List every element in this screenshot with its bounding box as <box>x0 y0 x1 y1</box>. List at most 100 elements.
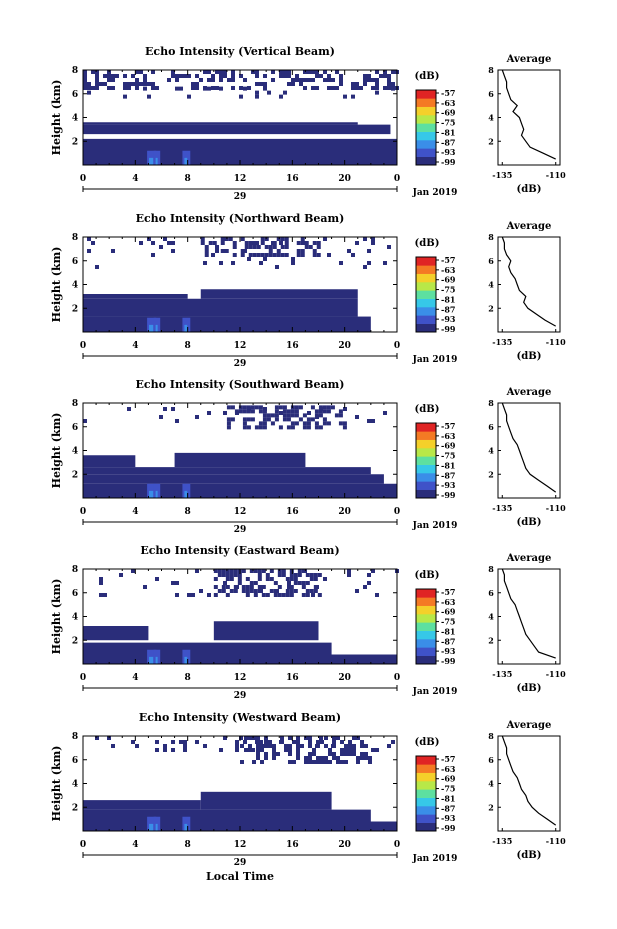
echo-speckle <box>300 253 305 257</box>
echo-speckle <box>282 409 287 414</box>
echo-speckle <box>312 748 316 752</box>
echo-speckle <box>175 74 179 78</box>
echo-speckle <box>284 241 289 245</box>
echo-speckle <box>286 425 291 430</box>
echo-speckle <box>279 94 283 99</box>
echo-speckle <box>274 405 279 410</box>
x-tick-label: 0 <box>394 341 400 351</box>
echo-speckle <box>293 573 298 577</box>
echo-speckle <box>171 74 175 78</box>
colorbar-swatch <box>416 106 436 116</box>
colorbar-tick-label: -99 <box>441 157 456 167</box>
colorbar-tick-label: -75 <box>441 451 455 461</box>
echo-speckle <box>223 70 227 74</box>
echo-speckle <box>171 740 175 744</box>
echo-band <box>200 289 358 299</box>
echo-speckle <box>387 744 391 748</box>
echo-speckle <box>276 253 281 257</box>
echo-speckle <box>348 748 352 752</box>
echo-speckle <box>163 407 167 411</box>
echo-speckle <box>95 70 99 74</box>
echo-speckle <box>342 425 347 430</box>
echo-speckle <box>257 569 262 573</box>
echo-speckle <box>127 86 131 90</box>
echo-speckle <box>391 86 395 91</box>
echo-speckle <box>258 421 263 426</box>
echo-speckle <box>287 82 291 86</box>
echo-speckle <box>91 86 95 90</box>
echo-speckle <box>352 752 356 756</box>
average-y-tick-label: 4 <box>488 612 494 622</box>
echo-speckle <box>284 748 288 752</box>
echo-band <box>213 621 319 641</box>
strong-echo <box>149 823 154 831</box>
colorbar-swatch <box>416 464 436 474</box>
echo-speckle <box>305 589 310 593</box>
echo-speckle <box>284 237 289 241</box>
echo-speckle <box>340 760 344 764</box>
x-tick-label: 0 <box>80 174 86 184</box>
echo-speckle <box>303 86 307 90</box>
echo-panel-4: Echo Intensity (Eastward Beam) 2 4 6 8 Height… <box>50 544 566 701</box>
y-tick-label: 2 <box>72 137 78 147</box>
echo-speckle <box>259 740 263 744</box>
average-profile-line <box>501 236 556 327</box>
echo-speckle <box>280 237 285 241</box>
y-tick-label: 8 <box>72 399 78 409</box>
echo-speckle <box>187 94 191 99</box>
echo-speckle <box>248 748 252 752</box>
echo-speckle <box>258 409 263 414</box>
echo-speckle <box>83 86 87 90</box>
echo-speckle <box>179 740 183 744</box>
echo-speckle <box>261 593 266 597</box>
echo-speckle <box>252 253 257 257</box>
y-tick-label: 8 <box>72 565 78 575</box>
echo-speckle <box>245 589 250 593</box>
colorbar-swatch <box>416 605 436 615</box>
echo-speckle <box>123 94 127 99</box>
echo-speckle <box>111 78 115 82</box>
echo-speckle <box>258 405 263 410</box>
colorbar-swatch <box>416 257 436 266</box>
colorbar-swatch <box>416 148 436 157</box>
echo-speckle <box>264 245 269 249</box>
echo-speckle <box>273 593 278 597</box>
echo-speckle <box>151 86 155 90</box>
echo-speckle <box>285 589 290 593</box>
echo-speckle <box>195 82 199 86</box>
echo-speckle <box>322 417 327 422</box>
heatmap-field <box>83 569 399 664</box>
colorbar-tick-label: -87 <box>441 304 455 314</box>
echo-speckle <box>383 74 387 78</box>
colorbar-tick-label: -81 <box>441 460 455 470</box>
colorbar-swatch <box>416 822 436 832</box>
echo-speckle <box>247 257 251 261</box>
echo-speckle <box>328 748 332 752</box>
echo-speckle <box>375 86 379 90</box>
echo-speckle <box>336 760 340 764</box>
echo-speckle <box>111 86 115 90</box>
echo-speckle <box>99 593 103 597</box>
x-tick-label: 4 <box>132 341 138 351</box>
echo-speckle <box>318 409 323 414</box>
y-axis-label: Height (km) <box>50 80 63 156</box>
average-profile-line <box>501 735 557 826</box>
y-tick-label: 4 <box>72 114 78 124</box>
echo-speckle <box>284 253 289 257</box>
average-x-tick-label: -110 <box>546 337 566 347</box>
average-x-tick-label: -110 <box>546 669 566 679</box>
echo-speckle <box>355 86 359 90</box>
colorbar-unit: (dB) <box>415 238 440 249</box>
echo-speckle <box>242 425 247 430</box>
echo-speckle <box>340 740 344 744</box>
echo-speckle <box>265 593 270 597</box>
echo-speckle <box>294 409 299 414</box>
echo-speckle <box>253 581 258 585</box>
x-tick-label: 0 <box>394 174 400 184</box>
echo-band <box>83 467 371 475</box>
echo-speckle <box>262 417 267 422</box>
strong-echo <box>149 656 154 664</box>
x-tick-label: 20 <box>338 673 351 683</box>
average-y-tick-label: 8 <box>488 731 494 741</box>
echo-speckle <box>368 760 372 764</box>
